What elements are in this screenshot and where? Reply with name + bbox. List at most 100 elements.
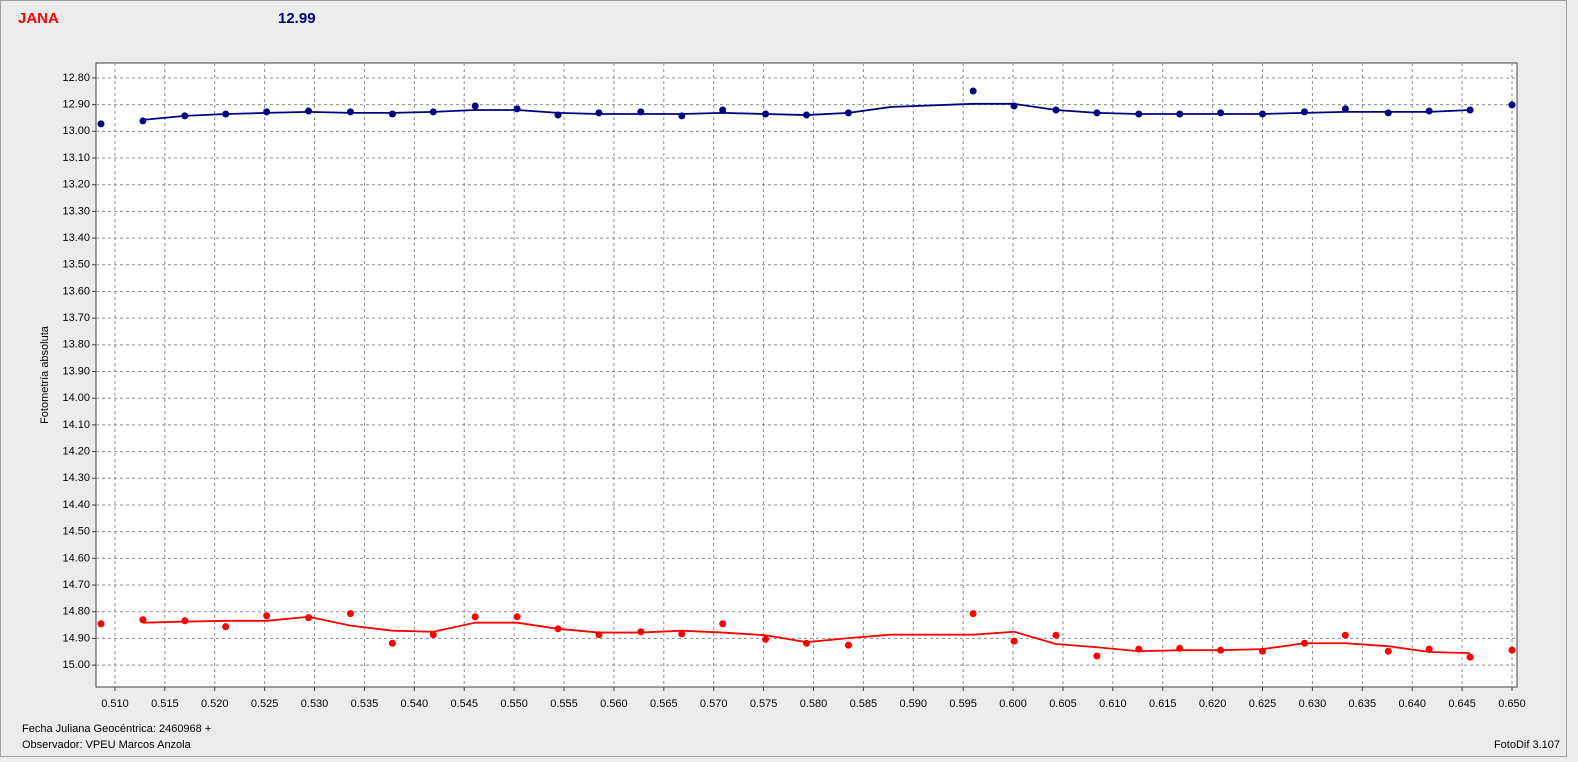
y-tick-label: 13.10 [62,152,90,164]
y-tick-label: 13.90 [62,365,90,377]
y-tick-label: 13.70 [62,312,90,324]
y-tick-label: 14.20 [62,446,90,458]
x-tick-label: 0.600 [999,698,1027,710]
data-point [513,613,521,621]
data-point [719,620,727,628]
y-tick-label: 13.80 [62,339,90,351]
x-tick-label: 0.650 [1498,698,1526,710]
data-point [1466,653,1474,661]
x-tick-label: 0.595 [949,698,977,710]
y-tick-label: 14.00 [62,392,90,404]
x-tick-label: 0.580 [800,698,828,710]
y-tick-label: 14.60 [62,552,90,564]
x-tick-label: 0.535 [351,698,379,710]
data-point [762,635,770,643]
data-point [1384,109,1392,117]
y-tick-label: 13.20 [62,179,90,191]
x-tick-label: 0.515 [151,698,179,710]
data-point [97,120,105,128]
y-tick-label: 12.90 [62,99,90,111]
data-point [1508,646,1516,654]
data-point [97,620,105,628]
star-name: JANA [18,10,59,27]
data-point [595,109,603,117]
x-tick-label: 0.560 [600,698,628,710]
x-tick-label: 0.615 [1149,698,1177,710]
data-point [1341,631,1349,639]
data-point [429,631,437,639]
y-tick-label: 12.80 [62,72,90,84]
x-tick-label: 0.610 [1099,698,1127,710]
x-tick-label: 0.585 [850,698,878,710]
data-point [1425,645,1433,653]
x-tick-label: 0.625 [1249,698,1277,710]
magnitude: 12.99 [278,10,316,27]
x-tick-label: 0.640 [1398,698,1426,710]
x-tick-label: 0.550 [500,698,528,710]
y-tick-label: 14.70 [62,579,90,591]
footer-observer: Observador: VPEU Marcos Anzola [22,739,192,751]
y-tick-label: 13.40 [62,232,90,244]
data-point [1300,108,1308,116]
data-point [513,105,521,113]
data-point [471,613,479,621]
x-tick-label: 0.590 [900,698,928,710]
data-point [388,110,396,118]
footer-date: Fecha Juliana Geocéntrica: 2460968 + [22,723,211,735]
x-tick-label: 0.540 [401,698,429,710]
y-tick-label: 14.50 [62,526,90,538]
y-tick-label: 14.90 [62,632,90,644]
y-axis-label: Fotometría absoluta [39,325,51,424]
data-point [346,108,354,116]
y-tick-label: 15.00 [62,659,90,671]
footer-software: FotoDif 3.107 [1494,739,1560,751]
x-tick-label: 0.635 [1349,698,1377,710]
y-tick-label: 14.30 [62,472,90,484]
data-point [969,610,977,618]
y-tick-label: 14.40 [62,499,90,511]
data-point [222,623,230,631]
data-point [346,610,354,618]
trend-line [142,102,1471,121]
data-point [1217,109,1225,117]
y-tick-label: 13.00 [62,125,90,137]
trend-line [142,615,1471,655]
x-tick-label: 0.545 [450,698,478,710]
data-point [1384,647,1392,655]
data-point [139,117,147,125]
data-point [388,639,396,647]
data-point [719,106,727,114]
data-point [263,108,271,116]
data-point [969,87,977,95]
x-tick-label: 0.555 [550,698,578,710]
plot-area [95,62,1518,688]
data-point [1341,105,1349,113]
data-point [1052,631,1060,639]
y-tick-label: 14.80 [62,606,90,618]
data-point [1508,101,1516,109]
x-tick-label: 0.520 [201,698,229,710]
data-point [678,630,686,638]
data-point [1010,637,1018,645]
x-tick-label: 0.510 [101,698,129,710]
y-tick-label: 13.30 [62,205,90,217]
y-tick-label: 13.60 [62,285,90,297]
x-tick-label: 0.565 [650,698,678,710]
data-point [471,102,479,110]
data-point [263,612,271,620]
x-tick-label: 0.605 [1049,698,1077,710]
y-tick-label: 14.10 [62,419,90,431]
x-tick-label: 0.630 [1299,698,1327,710]
data-point [803,639,810,647]
x-tick-label: 0.645 [1448,698,1476,710]
data-point [139,616,147,624]
data-point [844,641,852,649]
data-point [1093,652,1101,660]
x-tick-label: 0.575 [750,698,778,710]
x-tick-label: 0.530 [301,698,329,710]
y-tick-label: 13.50 [62,259,90,271]
x-tick-label: 0.570 [700,698,728,710]
x-tick-label: 0.620 [1199,698,1227,710]
